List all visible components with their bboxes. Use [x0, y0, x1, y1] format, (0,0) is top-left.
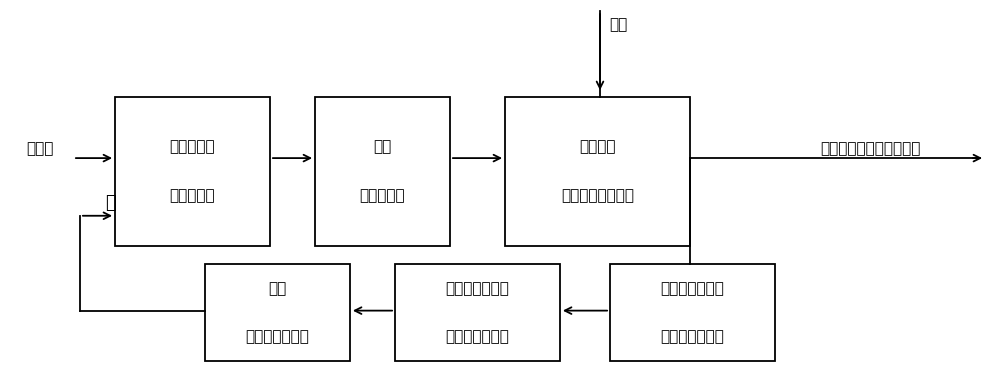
Text: （压力传感器）: （压力传感器）: [446, 329, 509, 344]
Bar: [610, 264, 775, 361]
Text: （调节阀）: （调节阀）: [360, 188, 405, 203]
Text: 被控量（喷嘴入口压力）: 被控量（喷嘴入口压力）: [820, 141, 920, 156]
Text: 反馈: 反馈: [268, 281, 287, 296]
Text: －: －: [105, 194, 115, 212]
Bar: [115, 97, 270, 246]
Text: （压力传感器）: （压力传感器）: [246, 329, 309, 344]
Text: 给定值: 给定值: [26, 141, 54, 156]
Bar: [315, 97, 450, 246]
Text: 测量（高量程）: 测量（高量程）: [661, 281, 724, 296]
Text: （压力传感器）: （压力传感器）: [661, 329, 724, 344]
Text: 受控对象: 受控对象: [579, 140, 616, 154]
Text: 干扰: 干扰: [609, 17, 627, 32]
Text: 比较、计算: 比较、计算: [170, 140, 215, 154]
Text: （控制器）: （控制器）: [170, 188, 215, 203]
Bar: [205, 264, 350, 361]
Text: 执行: 执行: [373, 140, 392, 154]
Text: （供油管路压力）: （供油管路压力）: [561, 188, 634, 203]
Bar: [395, 264, 560, 361]
Text: 测量（低量程）: 测量（低量程）: [446, 281, 509, 296]
Bar: [505, 97, 690, 246]
